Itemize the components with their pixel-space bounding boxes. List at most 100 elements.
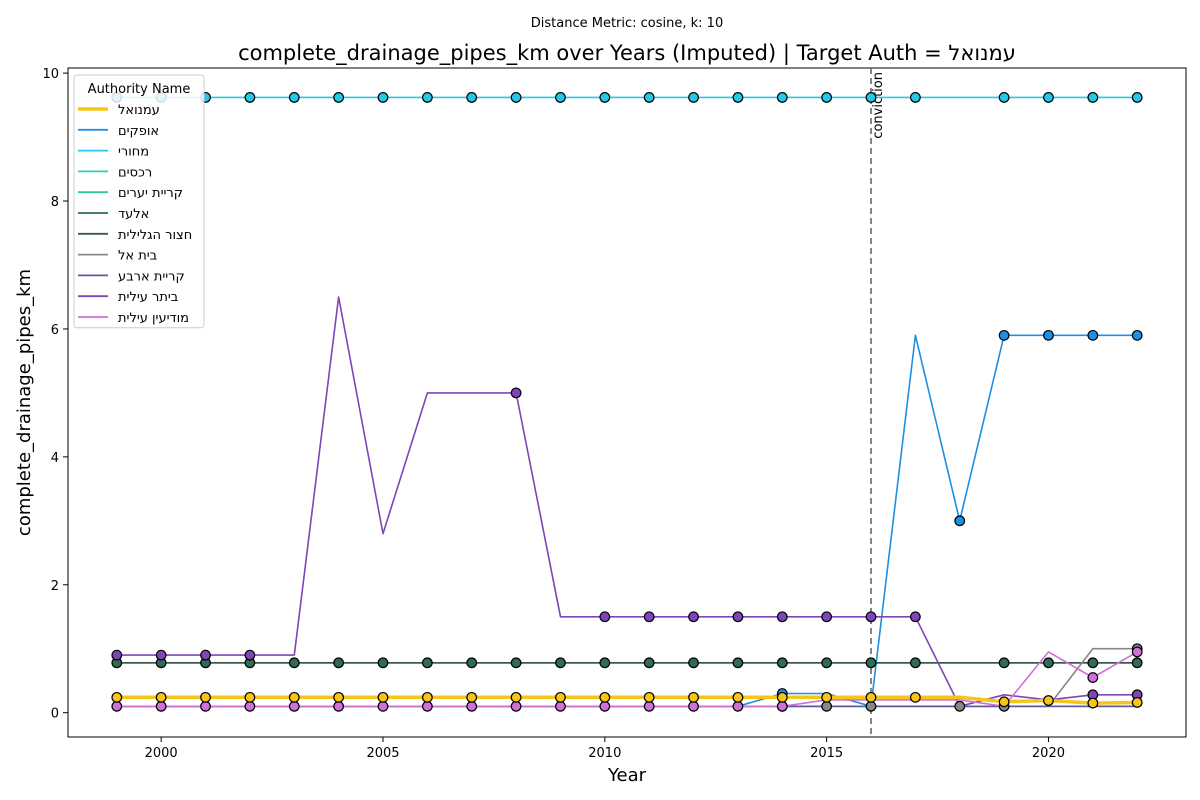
data-point (776, 657, 788, 669)
data-point (377, 657, 389, 669)
data-point (821, 691, 833, 703)
data-point (732, 611, 744, 623)
data-point (909, 92, 921, 103)
legend: Authority Name עמנואל אופקים מחורי רכסים קריי… (73, 74, 205, 329)
data-point (155, 649, 167, 661)
y-tick-label: 6 (51, 323, 59, 338)
y-tick-label: 8 (51, 195, 59, 210)
data-point (466, 657, 478, 669)
data-point (821, 611, 833, 623)
y-tick-label: 2 (51, 579, 59, 594)
data-point (244, 649, 256, 661)
data-point (1043, 92, 1054, 103)
y-tick-label: 10 (42, 67, 59, 82)
data-point (200, 691, 211, 703)
axes (67, 67, 1187, 738)
data-point (555, 92, 566, 103)
data-point (998, 696, 1010, 708)
data-point (288, 92, 300, 103)
x-tick-label: 2020 (1032, 746, 1065, 761)
data-point (288, 700, 300, 712)
chart-title: complete_drainage_pipes_km over Years (I… (238, 41, 1016, 66)
data-point (865, 92, 877, 103)
data-point (377, 92, 389, 103)
data-point (377, 691, 389, 703)
data-point (599, 691, 611, 703)
data-point (1131, 646, 1143, 658)
data-point (1043, 657, 1054, 669)
data-point (155, 691, 167, 703)
data-point (333, 657, 345, 669)
data-point (732, 700, 744, 712)
legend-entry: אופקים (118, 124, 159, 139)
legend-entry: רכסים (118, 165, 152, 180)
data-point (821, 92, 833, 103)
data-point (510, 92, 522, 103)
data-point (1043, 695, 1054, 706)
data-point (421, 691, 433, 703)
data-point (200, 700, 211, 712)
data-point (1131, 329, 1143, 341)
y-axis-label: complete_drainage_pipes_km (14, 269, 35, 536)
data-point (200, 649, 211, 661)
data-point (688, 92, 699, 103)
data-point (732, 657, 744, 669)
data-point (1131, 697, 1143, 708)
data-point (776, 611, 788, 623)
data-point (599, 92, 611, 103)
data-point (111, 649, 123, 661)
data-point (377, 700, 389, 712)
data-point (643, 691, 655, 703)
data-point (1043, 329, 1054, 341)
data-point (688, 700, 699, 712)
data-point (998, 329, 1010, 341)
data-point (555, 700, 566, 712)
data-point (821, 657, 833, 669)
legend-entry: ביתר עילית (118, 290, 178, 305)
data-point (599, 657, 611, 669)
data-point (643, 611, 655, 623)
legend-entry: אלעד (118, 207, 149, 222)
data-point (776, 92, 788, 103)
data-point (865, 700, 877, 712)
data-point (998, 92, 1010, 103)
data-point (688, 611, 699, 623)
data-point (244, 700, 256, 712)
legend-entry: מחורי (118, 145, 149, 160)
data-point (865, 611, 877, 623)
data-point (466, 92, 478, 103)
x-tick-label: 2005 (366, 746, 399, 761)
conviction-label: conviction (871, 72, 886, 139)
legend-entry: קריית ארבע (118, 269, 185, 284)
x-tick-label: 2015 (810, 746, 843, 761)
legend-entry: בית אל (118, 249, 157, 264)
data-point (155, 700, 167, 712)
data-point (821, 700, 833, 712)
data-point (244, 691, 256, 703)
data-point (909, 657, 921, 669)
data-point (954, 700, 966, 712)
data-point (643, 92, 655, 103)
data-point (288, 657, 300, 669)
chart-subtitle: Distance Metric: cosine, k: 10 (531, 16, 723, 31)
data-point (732, 92, 744, 103)
series-line (116, 296, 1138, 708)
data-point (1087, 697, 1099, 709)
data-point (865, 657, 877, 669)
data-point (421, 92, 433, 103)
data-point (555, 657, 566, 669)
y-tick-label: 0 (51, 707, 59, 722)
data-point (776, 700, 788, 712)
data-point (421, 700, 433, 712)
x-tick-label: 2010 (588, 746, 621, 761)
data-point (1131, 657, 1143, 669)
legend-title: Authority Name (88, 82, 191, 97)
data-point (555, 691, 566, 703)
data-point (111, 691, 123, 703)
legend-entry: עמנואל (118, 103, 160, 118)
data-point (599, 611, 611, 623)
data-point (1087, 657, 1099, 669)
x-tick-label: 2000 (145, 746, 178, 761)
data-point (111, 700, 123, 712)
data-point (776, 691, 788, 703)
